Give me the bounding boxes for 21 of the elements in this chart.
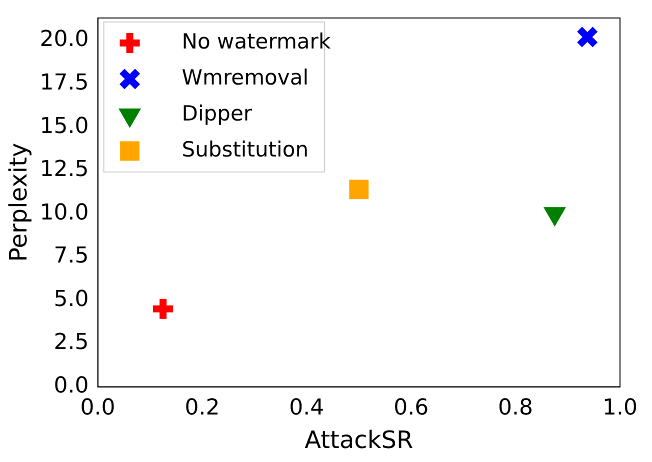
legend-label: Dipper: [182, 101, 252, 126]
legend-label: Wmremoval: [182, 65, 309, 90]
x-tick-label: 0.2: [184, 396, 220, 421]
y-tick-label: 7.5: [54, 244, 89, 269]
y-axis-title: Perplexity: [4, 142, 33, 262]
x-tick-label: 0.4: [289, 396, 324, 421]
x-tick-label: 0.6: [394, 396, 429, 421]
x-axis-title: AttackSR: [304, 426, 414, 454]
point: [349, 180, 369, 200]
point: [576, 26, 599, 48]
y-tick-label: 5.0: [54, 286, 89, 312]
y-tick-label: 17.5: [40, 70, 89, 96]
y-tick-label: 15.0: [40, 114, 89, 139]
y-tick-label: 2.5: [54, 330, 89, 356]
legend-label: No watermark: [182, 29, 332, 54]
legend-label: Substitution: [182, 137, 309, 162]
y-tick-label: 20.0: [40, 27, 89, 52]
y-tick-label: 12.5: [40, 157, 89, 182]
x-tick-label: 1.0: [602, 396, 638, 421]
y-tick-label: 10.0: [40, 200, 89, 226]
x-tick-label: 0.8: [498, 396, 534, 421]
